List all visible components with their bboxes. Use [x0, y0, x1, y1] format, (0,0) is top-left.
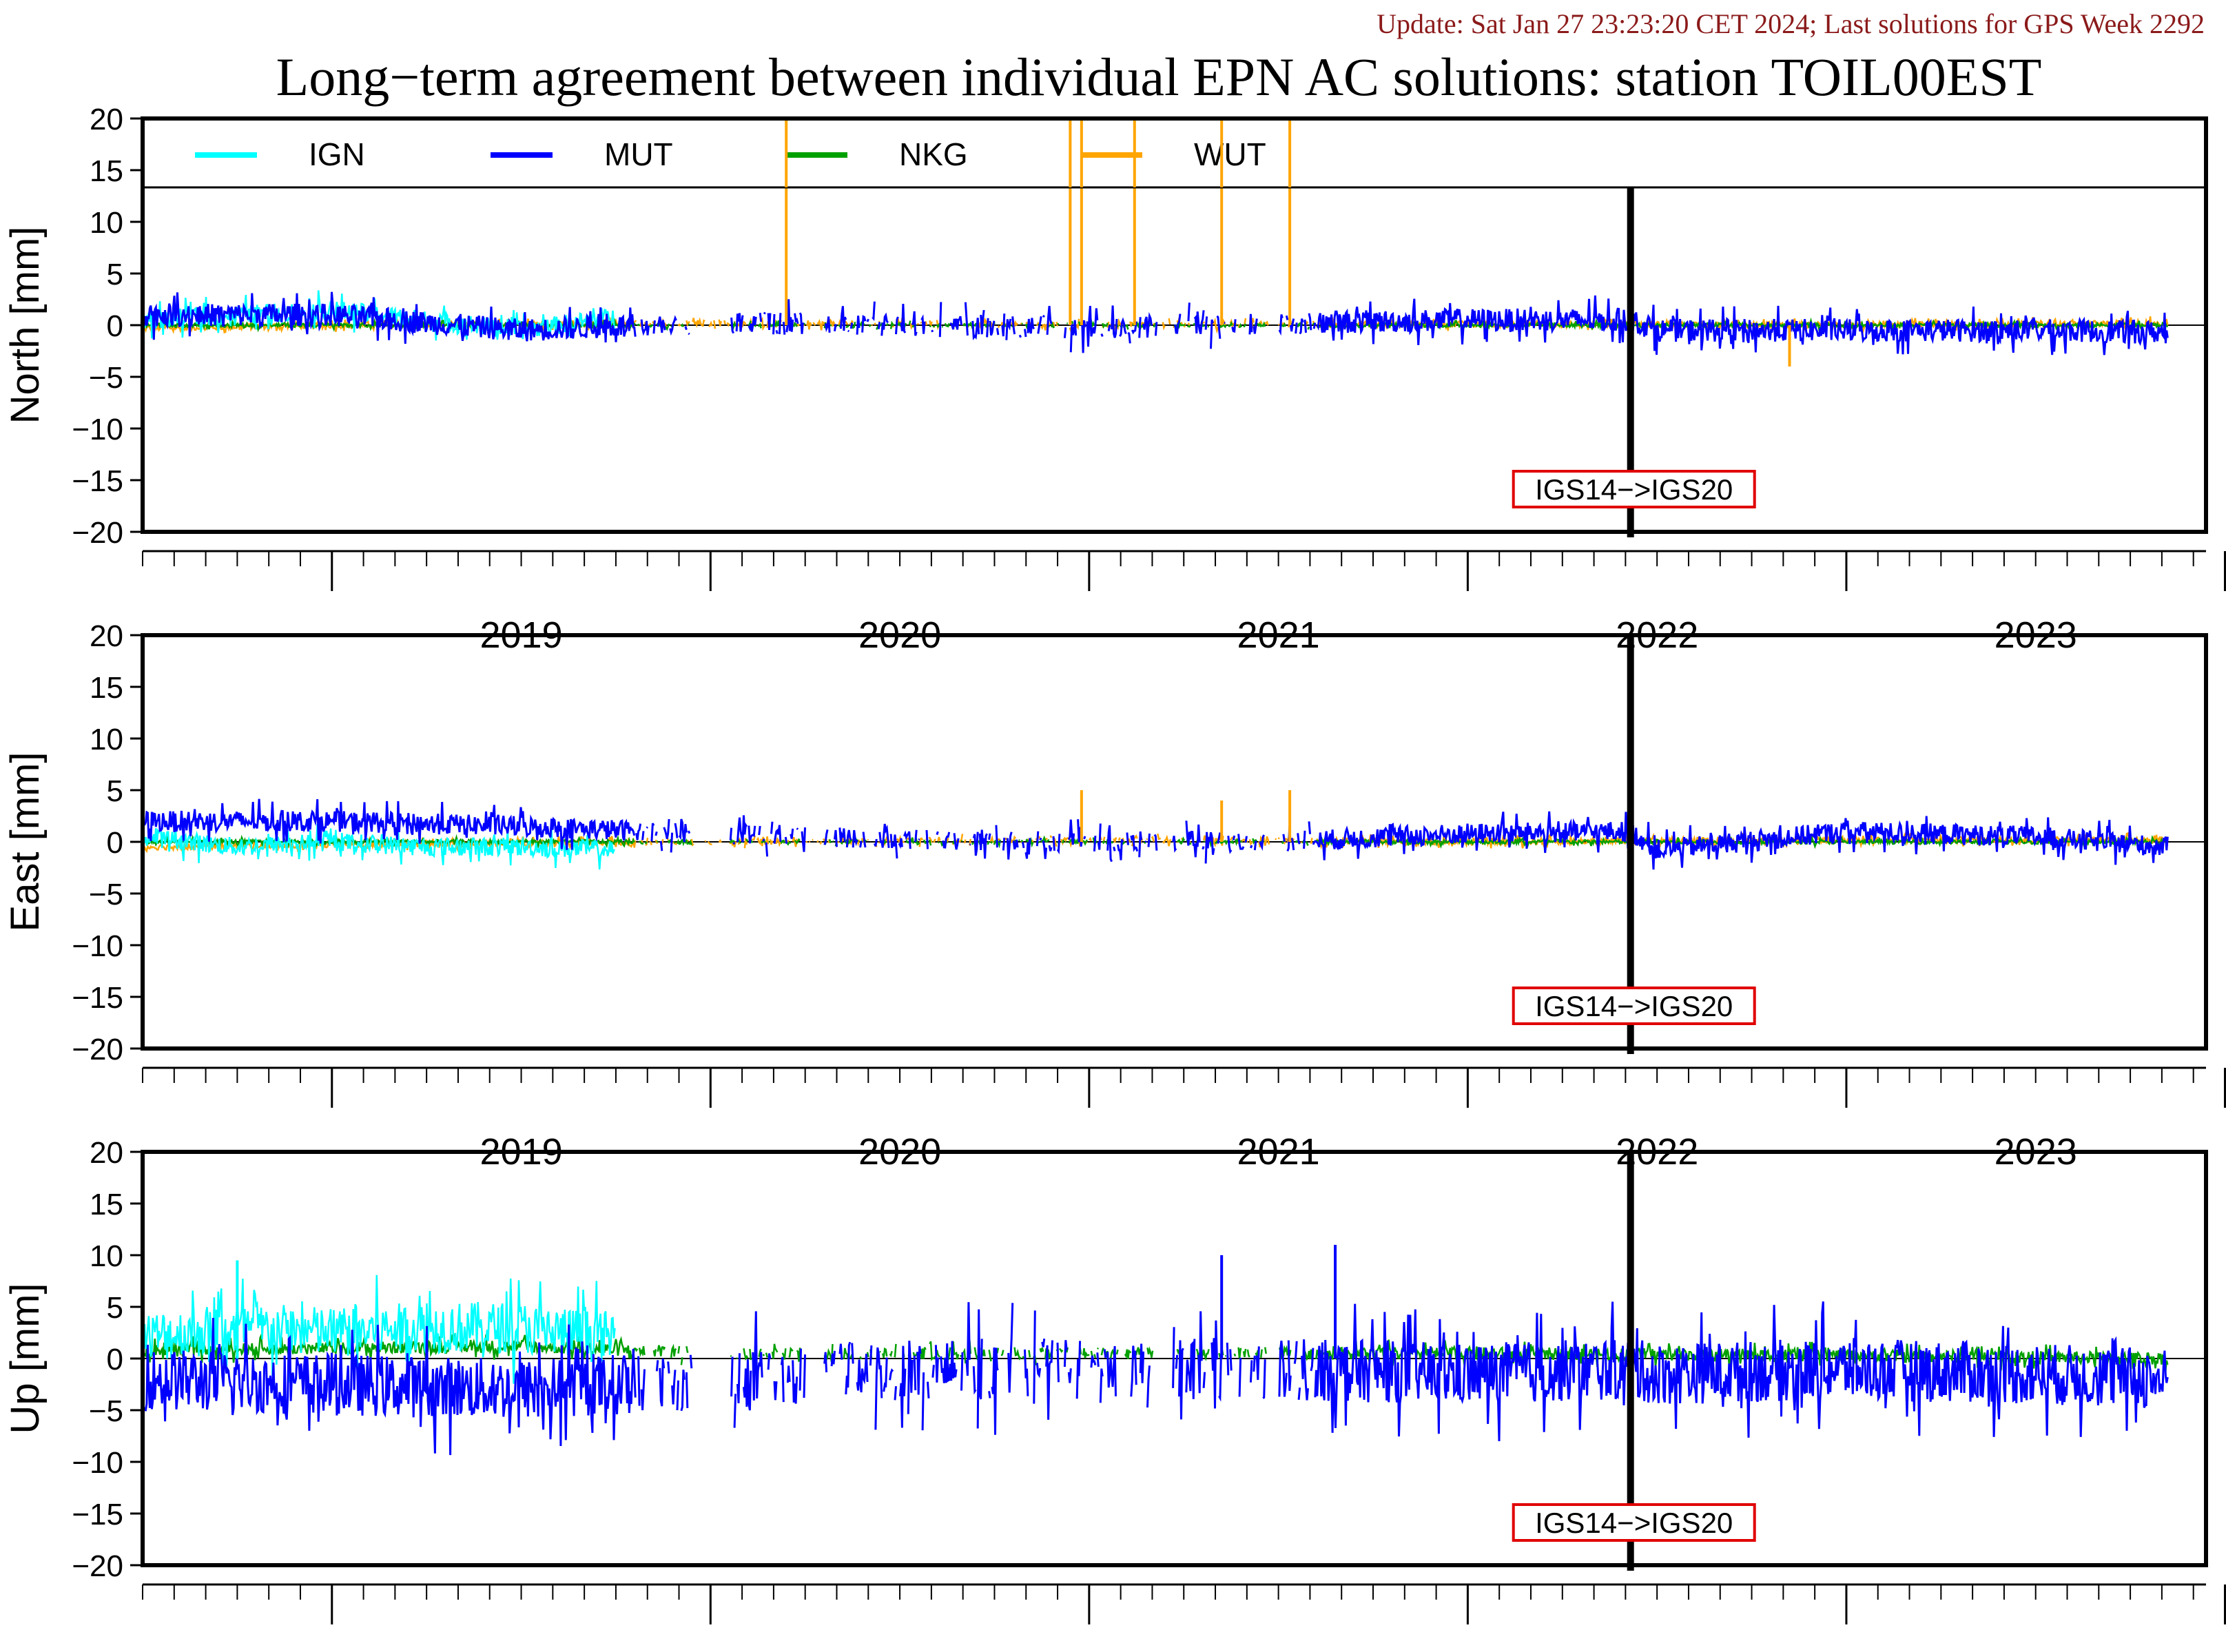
x-tick-label: 2020: [858, 1648, 941, 1652]
y-tick-label: 5: [107, 774, 123, 808]
legend-label-ign: IGN: [309, 136, 365, 172]
y-tick-label: 15: [90, 671, 123, 705]
y-tick-label: 10: [90, 206, 123, 240]
x-tick-label: 2023: [1995, 1648, 2077, 1652]
panel-up: IGS14−>IGS20 20 15 10 5 0 −5 −10 −15 −20 Up [mm] 20…: [3, 1136, 2226, 1652]
y-tick-label: 10: [90, 1239, 123, 1273]
y-tick-label: 0: [107, 1343, 123, 1376]
update-text: Update: Sat Jan 27 23:23:20 CET 2024; La…: [1377, 8, 2205, 39]
y-tick-label: 15: [90, 1188, 123, 1221]
panel-east: IGS14−>IGS20 20 15 10 5 0 −5 −10 −15 −20 East [mm]…: [3, 619, 2226, 1173]
y-tick-label: −5: [89, 361, 123, 395]
y-tick-label: −5: [89, 1394, 123, 1428]
y-tick-label: 20: [90, 619, 123, 653]
panel-data: [143, 1245, 2206, 1456]
frame-change-box: [1512, 1503, 1756, 1542]
y-tick-label: 20: [90, 103, 123, 136]
y-tick-label: −10: [72, 929, 123, 963]
y-tick-label: 15: [90, 154, 123, 188]
frame-change-text: IGS14−>IGS20: [1535, 1507, 1733, 1539]
panels: IGN MUT NKG WUT IGS14−>IGS20 20 15 10 5 0 −5 −10 −15…: [3, 103, 2226, 1652]
legend-label-wut: WUT: [1194, 136, 1266, 172]
y-axis-label: North [mm]: [3, 227, 48, 424]
frame-change-text: IGS14−>IGS20: [1535, 990, 1733, 1022]
x-tick-label: 2021: [1237, 1648, 1320, 1652]
y-tick-label: −20: [72, 1549, 123, 1583]
y-axis-label: Up [mm]: [3, 1283, 48, 1434]
legend-label-nkg: NKG: [899, 136, 968, 172]
series-mut: [143, 291, 2169, 355]
y-tick-label: 10: [90, 723, 123, 756]
y-tick-label: 20: [90, 1136, 123, 1170]
y-tick-label: −20: [72, 516, 123, 550]
x-tick-label: 2022: [1616, 1648, 1698, 1652]
y-tick-label: −5: [89, 878, 123, 911]
legend-label-mut: MUT: [604, 136, 673, 172]
series-nkg: [143, 1332, 2169, 1371]
frame-change-box: [1512, 470, 1756, 508]
y-axis-label: East [mm]: [3, 752, 48, 931]
panel-north: IGN MUT NKG WUT IGS14−>IGS20 20 15 10 5 0 −5 −10 −15…: [3, 103, 2226, 656]
frame-change-label: IGS14−>IGS20: [1512, 470, 1756, 508]
y-tick-label: −10: [72, 1446, 123, 1480]
frame-change-box: [1512, 987, 1756, 1025]
panel-data: [143, 790, 2206, 870]
frame-change-text: IGS14−>IGS20: [1535, 473, 1733, 506]
y-tick-label: 0: [107, 309, 123, 343]
x-tick-label: 2019: [480, 1648, 562, 1652]
y-tick-label: −10: [72, 413, 123, 446]
frame-change-label: IGS14−>IGS20: [1512, 987, 1756, 1025]
legend-box: [143, 118, 2206, 187]
y-tick-label: −15: [72, 464, 123, 498]
frame-change-label: IGS14−>IGS20: [1512, 1503, 1756, 1542]
series-ign: [143, 822, 615, 870]
series-mut: [143, 1301, 2169, 1456]
y-tick-label: −15: [72, 1498, 123, 1531]
y-tick-label: 5: [107, 1291, 123, 1325]
y-tick-label: 5: [107, 258, 123, 291]
series-mut: [143, 798, 2169, 870]
chart-title: Long−term agreement between individual E…: [276, 47, 2042, 107]
y-tick-label: −15: [72, 981, 123, 1015]
y-tick-label: −20: [72, 1033, 123, 1066]
y-tick-label: 0: [107, 826, 123, 860]
